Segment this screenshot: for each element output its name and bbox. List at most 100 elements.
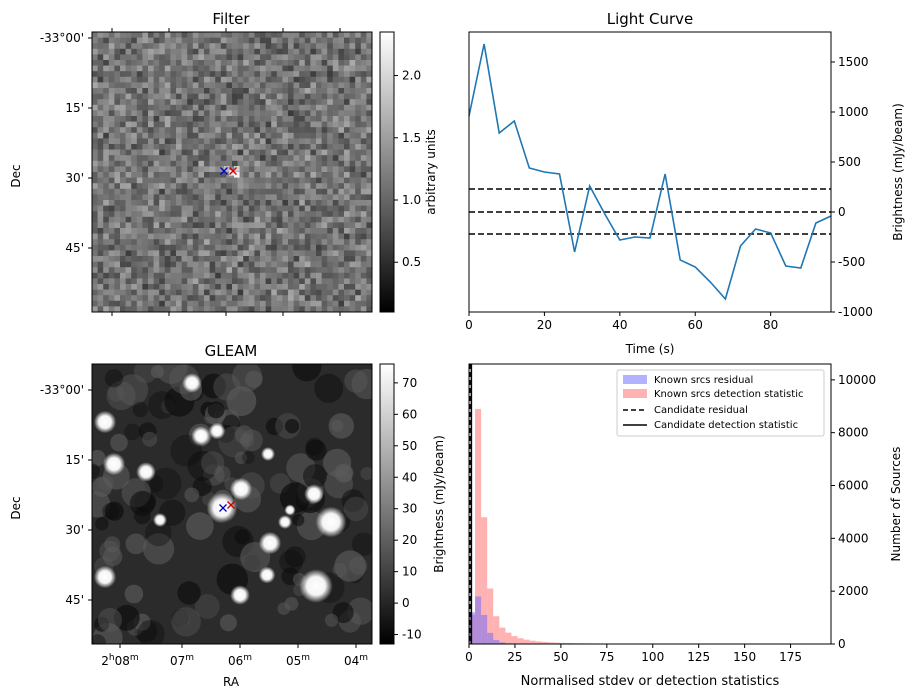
histogram-bar	[475, 408, 482, 644]
gleam-noise-blob	[352, 532, 372, 556]
legend-label: Candidate residual	[654, 405, 748, 416]
red-x-marker	[229, 167, 237, 175]
gleam-ylabel: Dec	[9, 496, 23, 519]
gleam-noise-blob	[292, 364, 322, 382]
colorbar-tick-label: -10	[402, 628, 422, 642]
y-tick-label: 0	[838, 205, 846, 219]
histogram-ylabel-right: Number of Sources	[889, 447, 903, 562]
histogram-ticks: 0 25 50 75 100 125 150 175 0 2000 4000 6000 8000 1000…	[465, 373, 876, 664]
gleam-noise-blob	[108, 385, 125, 402]
y-tick-label: 0	[838, 637, 846, 651]
colorbar-tick-label: 40	[402, 470, 417, 484]
gleam-source	[102, 452, 126, 476]
histogram-bar	[505, 632, 512, 644]
lightcurve-axes-frame	[468, 31, 832, 313]
gleam-source	[278, 515, 292, 529]
filter-axes-frame	[91, 31, 373, 313]
colorbar-tick-label: 70	[402, 376, 417, 390]
gleam-noise-blob	[234, 451, 247, 464]
x-tick-label: 25	[507, 650, 522, 664]
histogram-bar	[517, 638, 524, 644]
gleam-source	[261, 447, 275, 461]
gleam-source	[136, 462, 156, 482]
gleam-noise-blob	[104, 536, 121, 553]
histogram-bar	[481, 614, 488, 644]
gleam-noise-blob	[104, 369, 124, 388]
filter-ytick-label: 45'	[65, 241, 84, 255]
gleam-axes-frame	[91, 363, 373, 645]
colorbar-tick-label: 10	[402, 565, 417, 579]
y-tick-label: 10000	[838, 373, 876, 387]
lightcurve-plot-area	[468, 43, 832, 301]
gleam-noise-blob	[150, 365, 164, 379]
gleam-noise-blob	[124, 584, 144, 604]
gleam-noise-blob	[234, 529, 250, 545]
gleam-noise-blob	[133, 507, 151, 525]
histogram-axes-frame	[468, 363, 832, 645]
histogram-bar	[511, 636, 518, 644]
legend-label: Known srcs residual	[654, 375, 753, 386]
gleam-noise-blob	[245, 370, 263, 389]
filter-panel: Filter -33°00' 15' 30' 45' Dec	[9, 10, 438, 316]
gleam-noise-blob	[92, 463, 100, 479]
histogram-panel: 0 25 50 75 100 125 150 175 0 2000 4000 6000 8000 1000…	[432, 363, 903, 689]
gleam-noise-blob	[332, 602, 354, 624]
gleam-source	[229, 477, 253, 501]
lightcurve-title: Light Curve	[607, 10, 693, 28]
gleam-noise-blob	[194, 594, 220, 619]
gleam-source	[93, 410, 117, 434]
lightcurve-ticks: 0 20 40 60 80 -1000 -500 0 500 1000 1500	[465, 55, 873, 332]
gleam-source	[191, 426, 211, 446]
gleam-ytick-label: 30'	[65, 523, 84, 537]
y-tick-label: 4000	[838, 531, 869, 545]
histogram-bar	[499, 642, 506, 644]
gleam-noise-blob	[142, 431, 158, 447]
gleam-noise-blob	[284, 597, 299, 611]
blue-x-marker	[219, 504, 227, 512]
gleam-markers	[219, 501, 235, 512]
filter-image	[92, 32, 373, 313]
histogram-bar	[481, 517, 488, 644]
gleam-noise-blob	[265, 417, 283, 436]
histogram-bar	[487, 632, 494, 644]
filter-markers	[220, 167, 237, 175]
x-tick-label: 06m	[228, 653, 252, 668]
colorbar-tick-label: 60	[402, 407, 417, 421]
filter-bright-pixel	[234, 166, 240, 172]
gleam-noise-blob	[334, 550, 366, 582]
gleam-colorbar-ticks: -10 0 10 20 30 40 50 60 70	[394, 376, 422, 642]
y-tick-label: -500	[838, 255, 865, 269]
y-tick-label: -1000	[838, 305, 873, 319]
gleam-noise-blob	[94, 616, 110, 632]
gleam-noise-blob	[341, 489, 365, 512]
gleam-noise-blob	[98, 607, 122, 632]
gleam-noise-blob	[102, 502, 119, 520]
colorbar-tick-label: 20	[402, 533, 417, 547]
gleam-source	[93, 565, 117, 589]
histogram-xlabel: Normalised stdev or detection statistics	[521, 674, 780, 689]
lightcurve-ylabel: Brightness (mJy/beam)	[891, 103, 905, 241]
gleam-noise-blob	[305, 439, 327, 461]
gleam-noise-blob	[325, 613, 339, 627]
y-tick-label: 2000	[838, 584, 869, 598]
filter-ytick-label: 15'	[65, 101, 84, 115]
gleam-noise-blob	[116, 374, 149, 406]
lightcurve-panel: Light Curve 0 20 40 60 80 -1000 -500 0 500 1000 15…	[465, 10, 905, 356]
filter-ytick-label: 30'	[65, 171, 84, 185]
gleam-noise-blob	[110, 433, 128, 452]
histogram-bar	[529, 640, 536, 644]
legend-swatch-detection	[623, 389, 647, 398]
gleam-source	[299, 569, 333, 603]
gleam-noise-blob	[207, 401, 225, 419]
gleam-noise-blob	[137, 620, 165, 644]
gleam-source	[284, 504, 296, 516]
gleam-noise-blob	[125, 533, 147, 555]
filter-ylabel: Dec	[9, 164, 23, 187]
colorbar-tick-label: 1.0	[402, 193, 421, 207]
filter-colorbar-label: arbitrary units	[424, 129, 438, 215]
colorbar-tick-label: 1.5	[402, 131, 421, 145]
gleam-ytick-label: -33°00'	[40, 383, 84, 397]
gleam-source	[258, 531, 282, 555]
lightcurve-xlabel: Time (s)	[625, 342, 675, 356]
x-tick-label: 07m	[170, 653, 194, 668]
